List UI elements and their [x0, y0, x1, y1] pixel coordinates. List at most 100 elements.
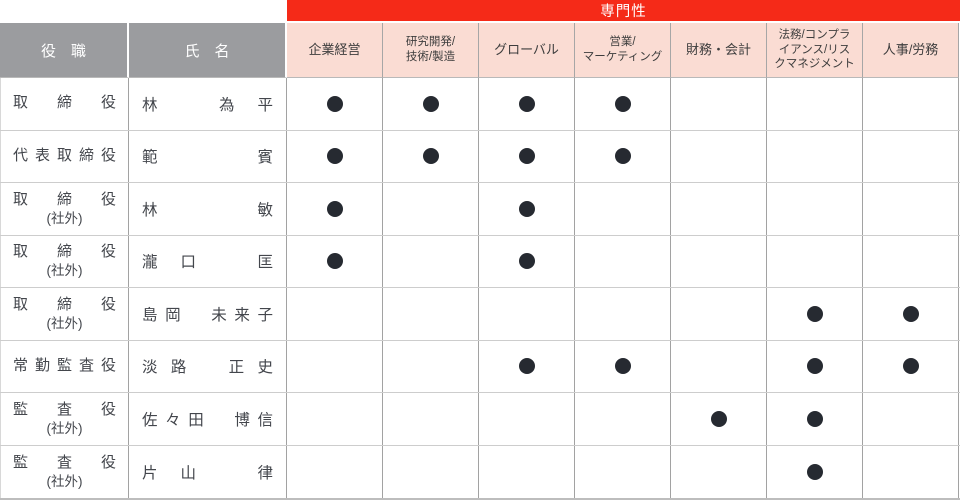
position-title: 取締役	[13, 295, 116, 313]
position-title: 監査役	[13, 400, 116, 418]
expertise-cell-sales-marketing	[575, 130, 671, 182]
expertise-cell-global	[479, 183, 575, 235]
expertise-cell-global	[479, 445, 575, 498]
expertise-dot	[326, 200, 343, 217]
director-name: 佐々田 博信	[142, 411, 273, 429]
expertise-cell-rnd-tech-manufacturing	[383, 235, 479, 287]
table-row: 取締役 (社外) 林 敏	[0, 183, 960, 236]
expertise-cell-rnd-tech-manufacturing	[383, 130, 479, 182]
expertise-dot	[902, 358, 919, 375]
table-row: 監査役 (社外) 片山 律	[0, 445, 960, 498]
expertise-cell-global	[479, 130, 575, 182]
column-header-legal-compliance-risk: 法務/コンプラ イアンス/リス クマネジメント	[767, 23, 863, 78]
director-name: 林 為平	[142, 96, 273, 114]
expertise-cell-legal-compliance-risk	[767, 340, 863, 392]
expertise-cell-rnd-tech-manufacturing	[383, 183, 479, 235]
expertise-cell-legal-compliance-risk	[767, 393, 863, 445]
position-note: (社外)	[46, 210, 83, 226]
position-title: 常勤監査役	[13, 356, 116, 374]
table-row: 取締役 林 為平	[0, 78, 960, 131]
expertise-cell-hr-labor	[863, 183, 959, 235]
banner-row: 専門性	[0, 0, 960, 23]
expertise-cell-hr-labor	[863, 288, 959, 340]
expertise-cell-corporate-management	[287, 288, 383, 340]
column-header-global: グローバル	[479, 23, 575, 78]
expertise-cell-legal-compliance-risk	[767, 78, 863, 130]
position-cell: 取締役 (社外)	[0, 288, 129, 340]
name-cell: 瀧口 匡	[129, 235, 287, 287]
expertise-dot	[806, 463, 823, 480]
position-cell: 取締役 (社外)	[0, 235, 129, 287]
column-header-sales-marketing: 営業/ マーケティング	[575, 23, 671, 78]
expertise-cell-legal-compliance-risk	[767, 445, 863, 498]
expertise-cell-sales-marketing	[575, 235, 671, 287]
director-name: 範 賓	[142, 149, 273, 167]
header-row: 役 職 氏 名 企業経営 研究開発/ 技術/製造 グローバル 営業/ マーケティング財…	[0, 23, 960, 78]
column-header-position: 役 職	[0, 23, 129, 78]
expertise-cell-finance-accounting	[671, 78, 767, 130]
expertise-cell-finance-accounting	[671, 130, 767, 182]
expertise-cell-legal-compliance-risk	[767, 288, 863, 340]
name-cell: 範 賓	[129, 130, 287, 182]
banner-spacer	[0, 0, 287, 23]
expertise-dot	[518, 358, 535, 375]
expertise-cell-corporate-management	[287, 130, 383, 182]
name-cell: 林 敏	[129, 183, 287, 235]
expertise-dot	[422, 148, 439, 165]
column-header-corporate-management: 企業経営	[287, 23, 383, 78]
expertise-dot	[518, 200, 535, 217]
expertise-cell-hr-labor	[863, 235, 959, 287]
column-header-name: 氏 名	[129, 23, 287, 78]
expertise-cell-sales-marketing	[575, 445, 671, 498]
expertise-cell-finance-accounting	[671, 235, 767, 287]
expertise-cell-sales-marketing	[575, 288, 671, 340]
expertise-dot	[326, 95, 343, 112]
director-name: 淡路 正史	[142, 359, 273, 377]
expertise-cell-rnd-tech-manufacturing	[383, 445, 479, 498]
expertise-cell-finance-accounting	[671, 393, 767, 445]
expertise-cell-sales-marketing	[575, 393, 671, 445]
expertise-cell-finance-accounting	[671, 183, 767, 235]
position-note: (社外)	[46, 263, 83, 279]
expertise-cell-legal-compliance-risk	[767, 183, 863, 235]
director-name: 林 敏	[142, 201, 273, 219]
position-cell: 取締役	[0, 78, 129, 130]
column-header-finance-accounting: 財務・会計	[671, 23, 767, 78]
column-header-rnd-tech-manufacturing: 研究開発/ 技術/製造	[383, 23, 479, 78]
expertise-cell-hr-labor	[863, 340, 959, 392]
expertise-dot	[518, 95, 535, 112]
position-note: (社外)	[46, 473, 83, 489]
expertise-cell-finance-accounting	[671, 340, 767, 392]
position-note: (社外)	[46, 315, 83, 331]
name-cell: 淡路 正史	[129, 340, 287, 392]
expertise-cell-global	[479, 288, 575, 340]
expertise-dot	[614, 148, 631, 165]
table-row: 監査役 (社外) 佐々田 博信	[0, 393, 960, 446]
director-name: 島岡 未来子	[142, 306, 273, 324]
expertise-cell-corporate-management	[287, 393, 383, 445]
expertise-dot	[902, 305, 919, 322]
expertise-cell-sales-marketing	[575, 183, 671, 235]
position-cell: 監査役 (社外)	[0, 393, 129, 445]
expertise-cell-hr-labor	[863, 78, 959, 130]
position-cell: 常勤監査役	[0, 340, 129, 392]
expertise-cell-corporate-management	[287, 235, 383, 287]
expertise-dot	[806, 410, 823, 427]
expertise-cell-corporate-management	[287, 183, 383, 235]
expertise-dot	[326, 253, 343, 270]
expertise-cell-rnd-tech-manufacturing	[383, 393, 479, 445]
expertise-dot	[806, 305, 823, 322]
position-title: 代表取締役	[13, 146, 116, 164]
name-cell: 佐々田 博信	[129, 393, 287, 445]
expertise-cell-rnd-tech-manufacturing	[383, 288, 479, 340]
expertise-cell-corporate-management	[287, 78, 383, 130]
expertise-cell-hr-labor	[863, 130, 959, 182]
expertise-cell-global	[479, 340, 575, 392]
table-row: 取締役 (社外) 島岡 未来子	[0, 288, 960, 341]
expertise-cell-sales-marketing	[575, 78, 671, 130]
column-header-hr-labor: 人事/労務	[863, 23, 959, 78]
expertise-cell-hr-labor	[863, 393, 959, 445]
expertise-cell-rnd-tech-manufacturing	[383, 78, 479, 130]
director-name: 片山 律	[142, 464, 273, 482]
